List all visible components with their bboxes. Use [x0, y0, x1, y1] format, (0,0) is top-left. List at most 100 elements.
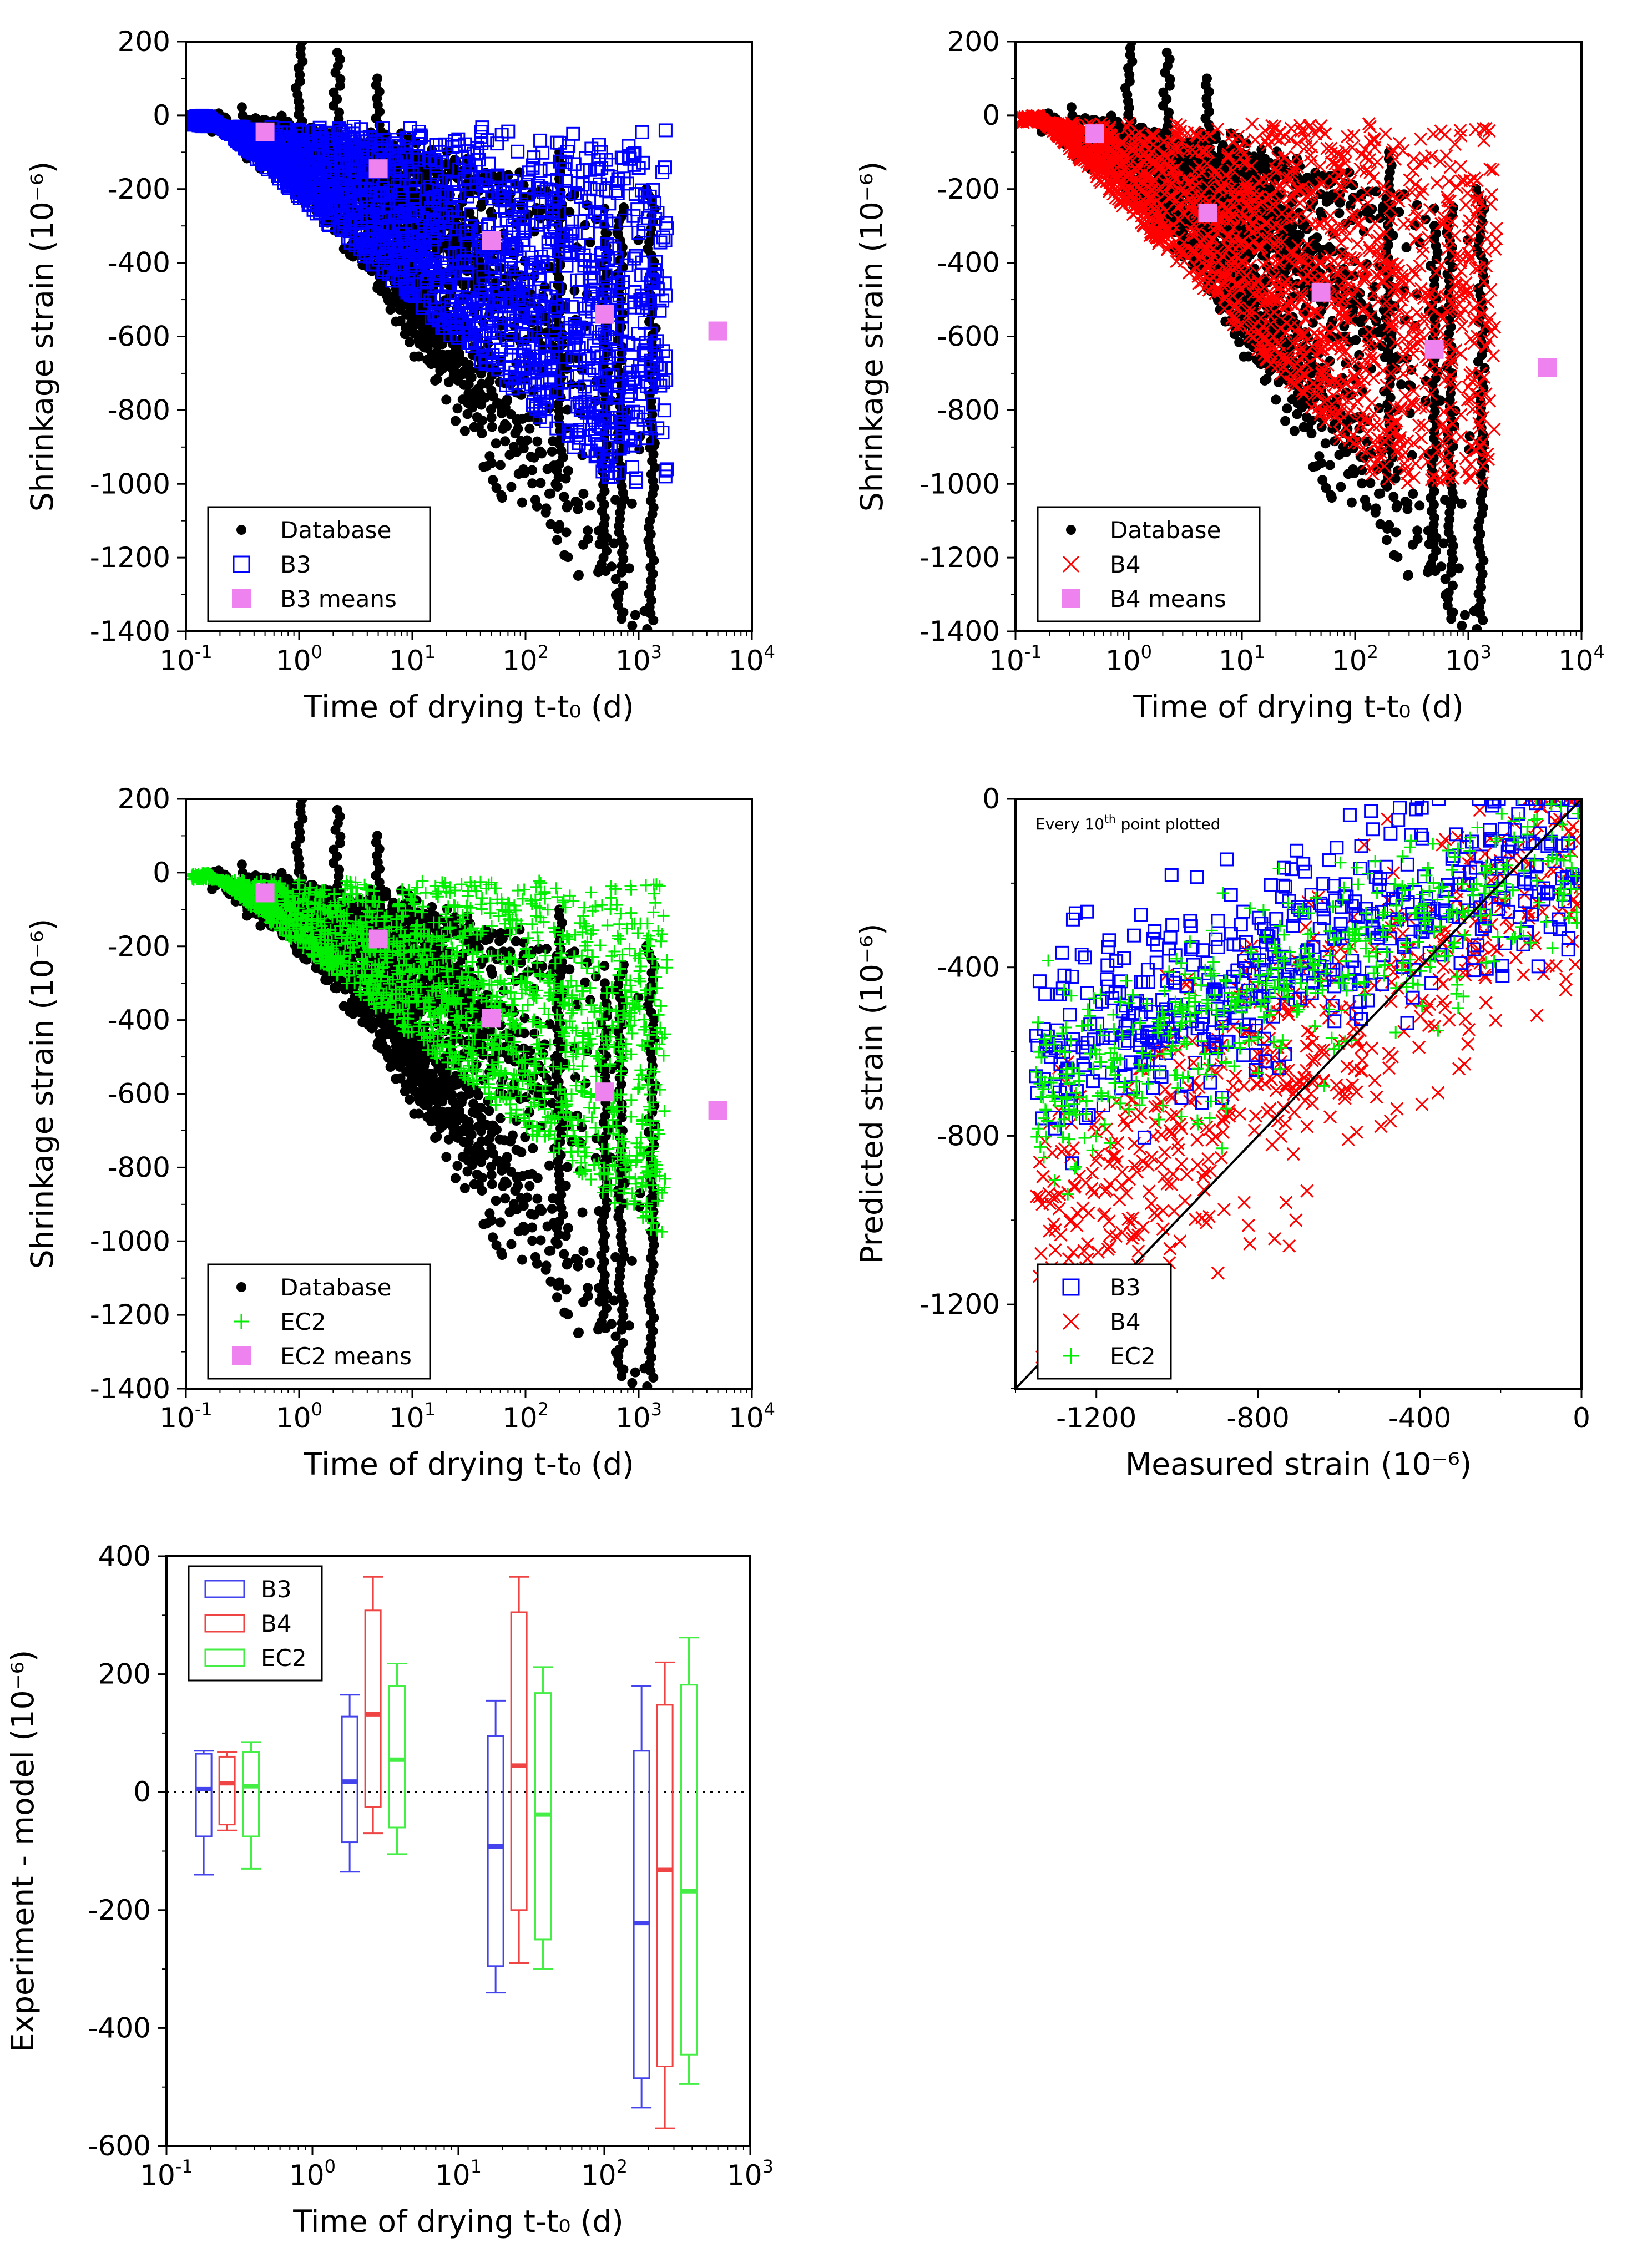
b3-point — [532, 269, 547, 283]
b3-point — [391, 271, 405, 285]
database-point — [420, 342, 430, 353]
database-point — [1260, 375, 1270, 386]
b3-point — [479, 307, 494, 322]
b3-point — [448, 234, 463, 248]
database-point — [553, 523, 563, 534]
database-point — [583, 525, 593, 536]
b3-point — [558, 155, 573, 170]
database-point — [1404, 380, 1414, 391]
database-point — [464, 207, 475, 218]
b3-point — [613, 442, 627, 456]
b3-point — [660, 462, 674, 477]
database-point — [1396, 379, 1407, 390]
b3-point — [559, 259, 574, 273]
b3-point — [443, 202, 457, 217]
database-point — [1320, 438, 1331, 449]
b3-point — [658, 160, 672, 175]
b3-points — [186, 108, 674, 489]
b3-point — [567, 440, 581, 454]
b3-point — [625, 460, 639, 474]
b3-point — [504, 317, 519, 331]
b3-point — [484, 260, 499, 275]
b3-point — [626, 209, 641, 223]
y-tick-label: -200 — [108, 173, 170, 205]
b3-point — [604, 266, 619, 280]
b3-point — [658, 233, 673, 247]
database-point — [498, 423, 508, 434]
b3-point — [408, 255, 422, 269]
b3-point — [431, 306, 446, 321]
b3-point — [566, 126, 580, 141]
b3-point — [373, 223, 388, 237]
database-point — [573, 504, 583, 514]
database-point — [506, 482, 517, 492]
database-point — [1243, 351, 1254, 362]
b3-point — [512, 290, 527, 305]
panel-b4: 10-1 100 101 102 103 1042000-200-400-600-800-… — [854, 26, 1605, 725]
b3-mean — [482, 231, 501, 250]
database-point — [644, 316, 655, 327]
b3-point — [526, 161, 540, 175]
b3-point — [577, 379, 592, 394]
b3-point — [473, 284, 487, 298]
b3-point — [321, 151, 336, 166]
b3-point — [519, 188, 533, 202]
b3-point — [212, 119, 226, 134]
y-tick-label: -1200 — [90, 541, 170, 574]
b3-point — [326, 183, 340, 198]
b3-point — [434, 289, 449, 303]
database-point — [1297, 220, 1307, 230]
b3-point — [463, 219, 478, 233]
b3-point — [547, 314, 561, 328]
b3-point — [392, 174, 407, 188]
b3-point — [509, 313, 524, 328]
database-point — [617, 614, 627, 624]
database-point — [504, 449, 515, 460]
b3-point — [629, 471, 644, 485]
b3-point — [370, 204, 384, 219]
b3-point — [592, 153, 606, 167]
b3-point — [634, 268, 649, 282]
b3-point — [432, 138, 447, 152]
legend-marker — [232, 589, 251, 608]
b3-point — [593, 401, 607, 415]
b3-point — [482, 217, 496, 232]
database-point — [527, 465, 538, 475]
b3-point — [594, 349, 609, 363]
b3-point — [543, 372, 557, 387]
b3-point — [506, 237, 521, 252]
b3-point — [625, 358, 639, 372]
b3-point — [542, 244, 556, 258]
b3-point — [660, 221, 674, 236]
b3-point — [474, 130, 488, 144]
b3-point — [524, 250, 539, 265]
b3-point — [616, 417, 630, 432]
database-point — [508, 442, 519, 452]
database-point — [426, 355, 436, 365]
y-tick-label: 200 — [118, 26, 170, 58]
b3-point — [653, 235, 668, 250]
b3-point — [498, 204, 512, 218]
database-point — [517, 497, 527, 508]
database-point — [484, 451, 495, 462]
b3-point — [484, 323, 498, 338]
b3-point — [485, 249, 499, 264]
database-point — [561, 527, 572, 538]
b3-point — [511, 376, 525, 390]
b3-point — [608, 391, 622, 405]
database-point — [610, 494, 621, 505]
b3-point — [493, 293, 508, 307]
b3-point — [373, 186, 388, 200]
b3-point — [501, 124, 516, 139]
b3-point — [655, 293, 670, 308]
b3-point — [416, 234, 430, 249]
plot-area — [186, 42, 674, 631]
b3-point — [629, 474, 643, 489]
b3-point — [423, 201, 438, 215]
b3-point — [641, 293, 655, 308]
database-point — [1388, 492, 1399, 502]
b3-point — [575, 164, 590, 178]
b3-point — [441, 315, 456, 330]
b3-point — [607, 216, 621, 231]
b3-point — [525, 340, 539, 355]
